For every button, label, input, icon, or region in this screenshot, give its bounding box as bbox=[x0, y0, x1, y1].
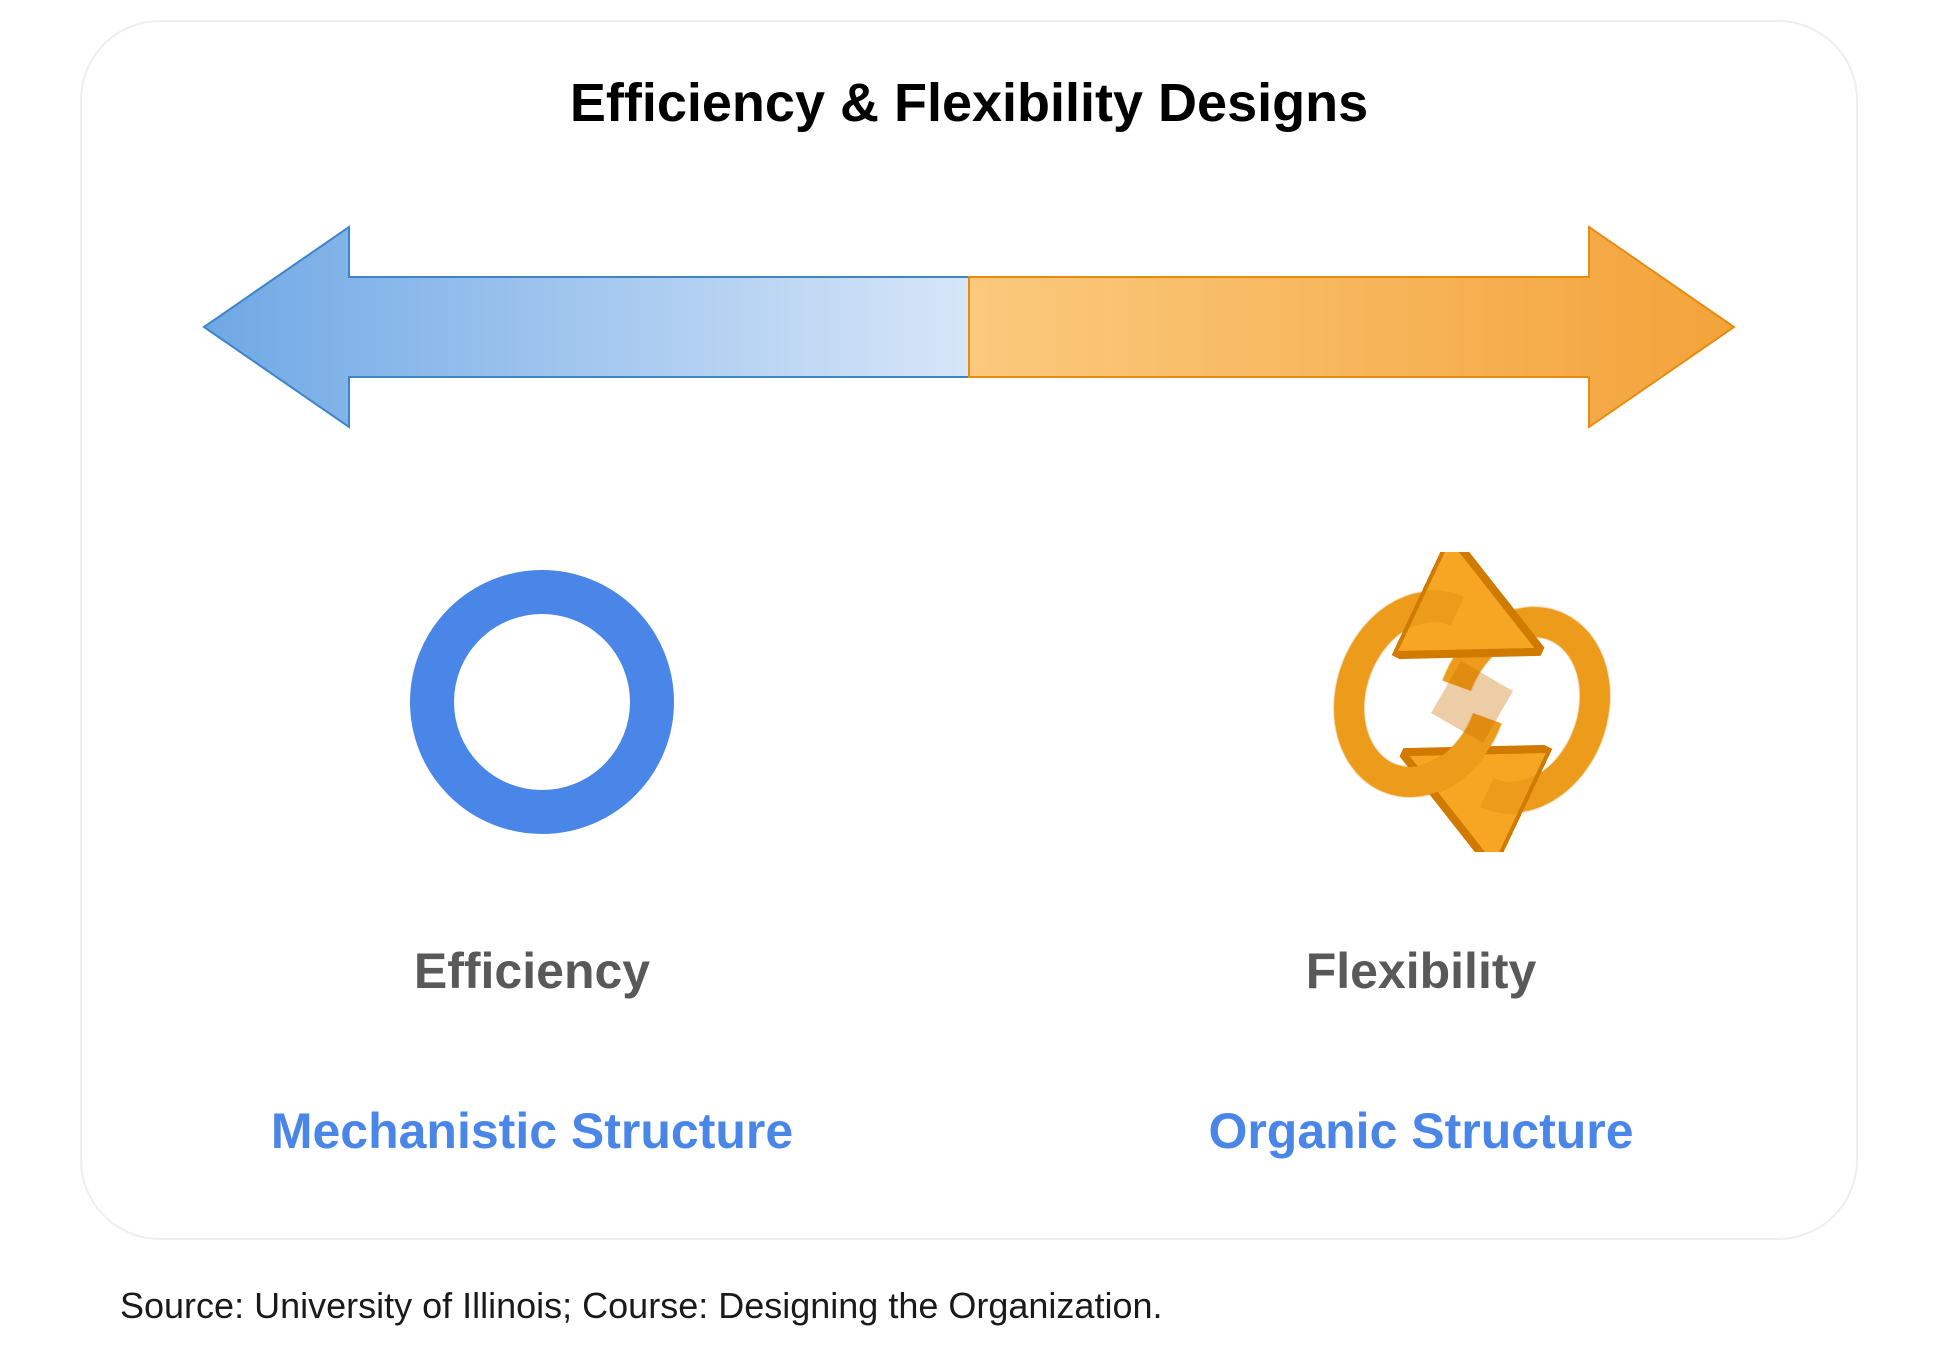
efficiency-ring-icon bbox=[392, 552, 692, 852]
flexibility-cycle-icon bbox=[1322, 552, 1622, 852]
mechanistic-structure-label: Mechanistic Structure bbox=[82, 1102, 982, 1160]
flexibility-label: Flexibility bbox=[982, 942, 1860, 1000]
diagram-title: Efficiency & Flexibility Designs bbox=[82, 72, 1856, 134]
source-citation: Source: University of Illinois; Course: … bbox=[120, 1285, 1163, 1327]
efficiency-label: Efficiency bbox=[82, 942, 982, 1000]
organic-structure-label: Organic Structure bbox=[982, 1102, 1860, 1160]
diagram-card: Efficiency & Flexibility Designs bbox=[80, 20, 1858, 1240]
spectrum-arrow bbox=[199, 222, 1739, 432]
